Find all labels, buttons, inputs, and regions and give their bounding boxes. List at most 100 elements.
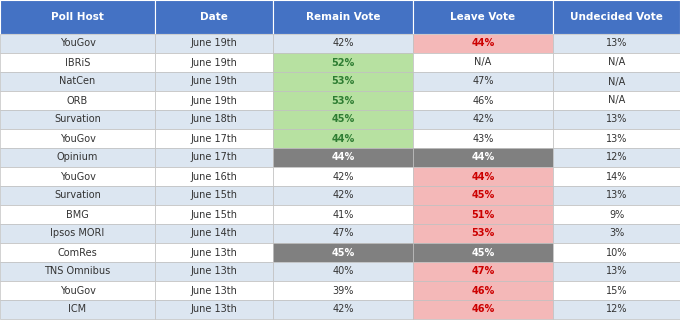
FancyBboxPatch shape — [553, 205, 680, 224]
FancyBboxPatch shape — [155, 224, 273, 243]
FancyBboxPatch shape — [413, 34, 553, 53]
Text: Date: Date — [200, 12, 228, 22]
Text: Ipsos MORI: Ipsos MORI — [50, 228, 105, 238]
FancyBboxPatch shape — [273, 34, 413, 53]
FancyBboxPatch shape — [273, 148, 413, 167]
Text: 12%: 12% — [606, 153, 627, 163]
FancyBboxPatch shape — [553, 129, 680, 148]
FancyBboxPatch shape — [0, 262, 155, 281]
Text: 46%: 46% — [471, 285, 494, 295]
Text: 42%: 42% — [333, 305, 354, 315]
Text: 13%: 13% — [606, 190, 627, 201]
Text: 42%: 42% — [333, 190, 354, 201]
FancyBboxPatch shape — [0, 243, 155, 262]
Text: N/A: N/A — [608, 95, 625, 106]
Text: Opinium: Opinium — [57, 153, 98, 163]
FancyBboxPatch shape — [413, 148, 553, 167]
FancyBboxPatch shape — [553, 224, 680, 243]
Text: 13%: 13% — [606, 38, 627, 49]
Text: 39%: 39% — [333, 285, 354, 295]
FancyBboxPatch shape — [155, 34, 273, 53]
FancyBboxPatch shape — [0, 53, 155, 72]
FancyBboxPatch shape — [553, 0, 680, 34]
Text: 44%: 44% — [471, 38, 494, 49]
Text: 53%: 53% — [331, 95, 355, 106]
Text: June 17th: June 17th — [190, 133, 237, 143]
Text: N/A: N/A — [608, 58, 625, 68]
FancyBboxPatch shape — [155, 129, 273, 148]
Text: 47%: 47% — [472, 76, 494, 86]
Text: 53%: 53% — [471, 228, 494, 238]
FancyBboxPatch shape — [553, 34, 680, 53]
FancyBboxPatch shape — [413, 186, 553, 205]
FancyBboxPatch shape — [273, 110, 413, 129]
FancyBboxPatch shape — [155, 186, 273, 205]
FancyBboxPatch shape — [273, 224, 413, 243]
Text: 40%: 40% — [333, 267, 354, 276]
Text: 47%: 47% — [471, 267, 494, 276]
FancyBboxPatch shape — [273, 186, 413, 205]
FancyBboxPatch shape — [0, 205, 155, 224]
FancyBboxPatch shape — [413, 281, 553, 300]
Text: June 19th: June 19th — [190, 76, 237, 86]
Text: 47%: 47% — [333, 228, 354, 238]
Text: 51%: 51% — [471, 210, 494, 220]
Text: 45%: 45% — [331, 247, 355, 258]
Text: 42%: 42% — [472, 115, 494, 124]
Text: N/A: N/A — [475, 58, 492, 68]
Text: 41%: 41% — [333, 210, 354, 220]
FancyBboxPatch shape — [0, 0, 155, 34]
Text: 52%: 52% — [331, 58, 355, 68]
FancyBboxPatch shape — [413, 53, 553, 72]
FancyBboxPatch shape — [553, 72, 680, 91]
Text: YouGov: YouGov — [60, 133, 95, 143]
FancyBboxPatch shape — [155, 300, 273, 319]
Text: June 13th: June 13th — [190, 285, 237, 295]
FancyBboxPatch shape — [553, 53, 680, 72]
Text: June 19th: June 19th — [190, 95, 237, 106]
Text: ICM: ICM — [69, 305, 86, 315]
Text: ComRes: ComRes — [58, 247, 97, 258]
FancyBboxPatch shape — [155, 53, 273, 72]
Text: 44%: 44% — [471, 153, 494, 163]
FancyBboxPatch shape — [0, 148, 155, 167]
Text: Poll Host: Poll Host — [51, 12, 104, 22]
Text: 45%: 45% — [471, 190, 494, 201]
FancyBboxPatch shape — [553, 148, 680, 167]
FancyBboxPatch shape — [0, 91, 155, 110]
Text: 13%: 13% — [606, 115, 627, 124]
Text: June 16th: June 16th — [190, 172, 237, 181]
FancyBboxPatch shape — [413, 262, 553, 281]
FancyBboxPatch shape — [413, 129, 553, 148]
FancyBboxPatch shape — [273, 0, 413, 34]
Text: 45%: 45% — [471, 247, 494, 258]
FancyBboxPatch shape — [0, 300, 155, 319]
FancyBboxPatch shape — [0, 224, 155, 243]
Text: June 15th: June 15th — [190, 210, 237, 220]
Text: 46%: 46% — [471, 305, 494, 315]
FancyBboxPatch shape — [413, 167, 553, 186]
FancyBboxPatch shape — [0, 186, 155, 205]
Text: Remain Vote: Remain Vote — [306, 12, 380, 22]
FancyBboxPatch shape — [155, 243, 273, 262]
FancyBboxPatch shape — [273, 167, 413, 186]
FancyBboxPatch shape — [273, 91, 413, 110]
Text: 13%: 13% — [606, 267, 627, 276]
FancyBboxPatch shape — [413, 110, 553, 129]
Text: 44%: 44% — [331, 153, 355, 163]
FancyBboxPatch shape — [155, 262, 273, 281]
FancyBboxPatch shape — [273, 129, 413, 148]
FancyBboxPatch shape — [155, 205, 273, 224]
FancyBboxPatch shape — [0, 129, 155, 148]
FancyBboxPatch shape — [155, 167, 273, 186]
FancyBboxPatch shape — [155, 0, 273, 34]
Text: 44%: 44% — [331, 133, 355, 143]
Text: Leave Vote: Leave Vote — [450, 12, 515, 22]
Text: 42%: 42% — [333, 172, 354, 181]
FancyBboxPatch shape — [273, 53, 413, 72]
FancyBboxPatch shape — [553, 281, 680, 300]
Text: Survation: Survation — [54, 115, 101, 124]
Text: June 17th: June 17th — [190, 153, 237, 163]
FancyBboxPatch shape — [273, 281, 413, 300]
FancyBboxPatch shape — [413, 300, 553, 319]
